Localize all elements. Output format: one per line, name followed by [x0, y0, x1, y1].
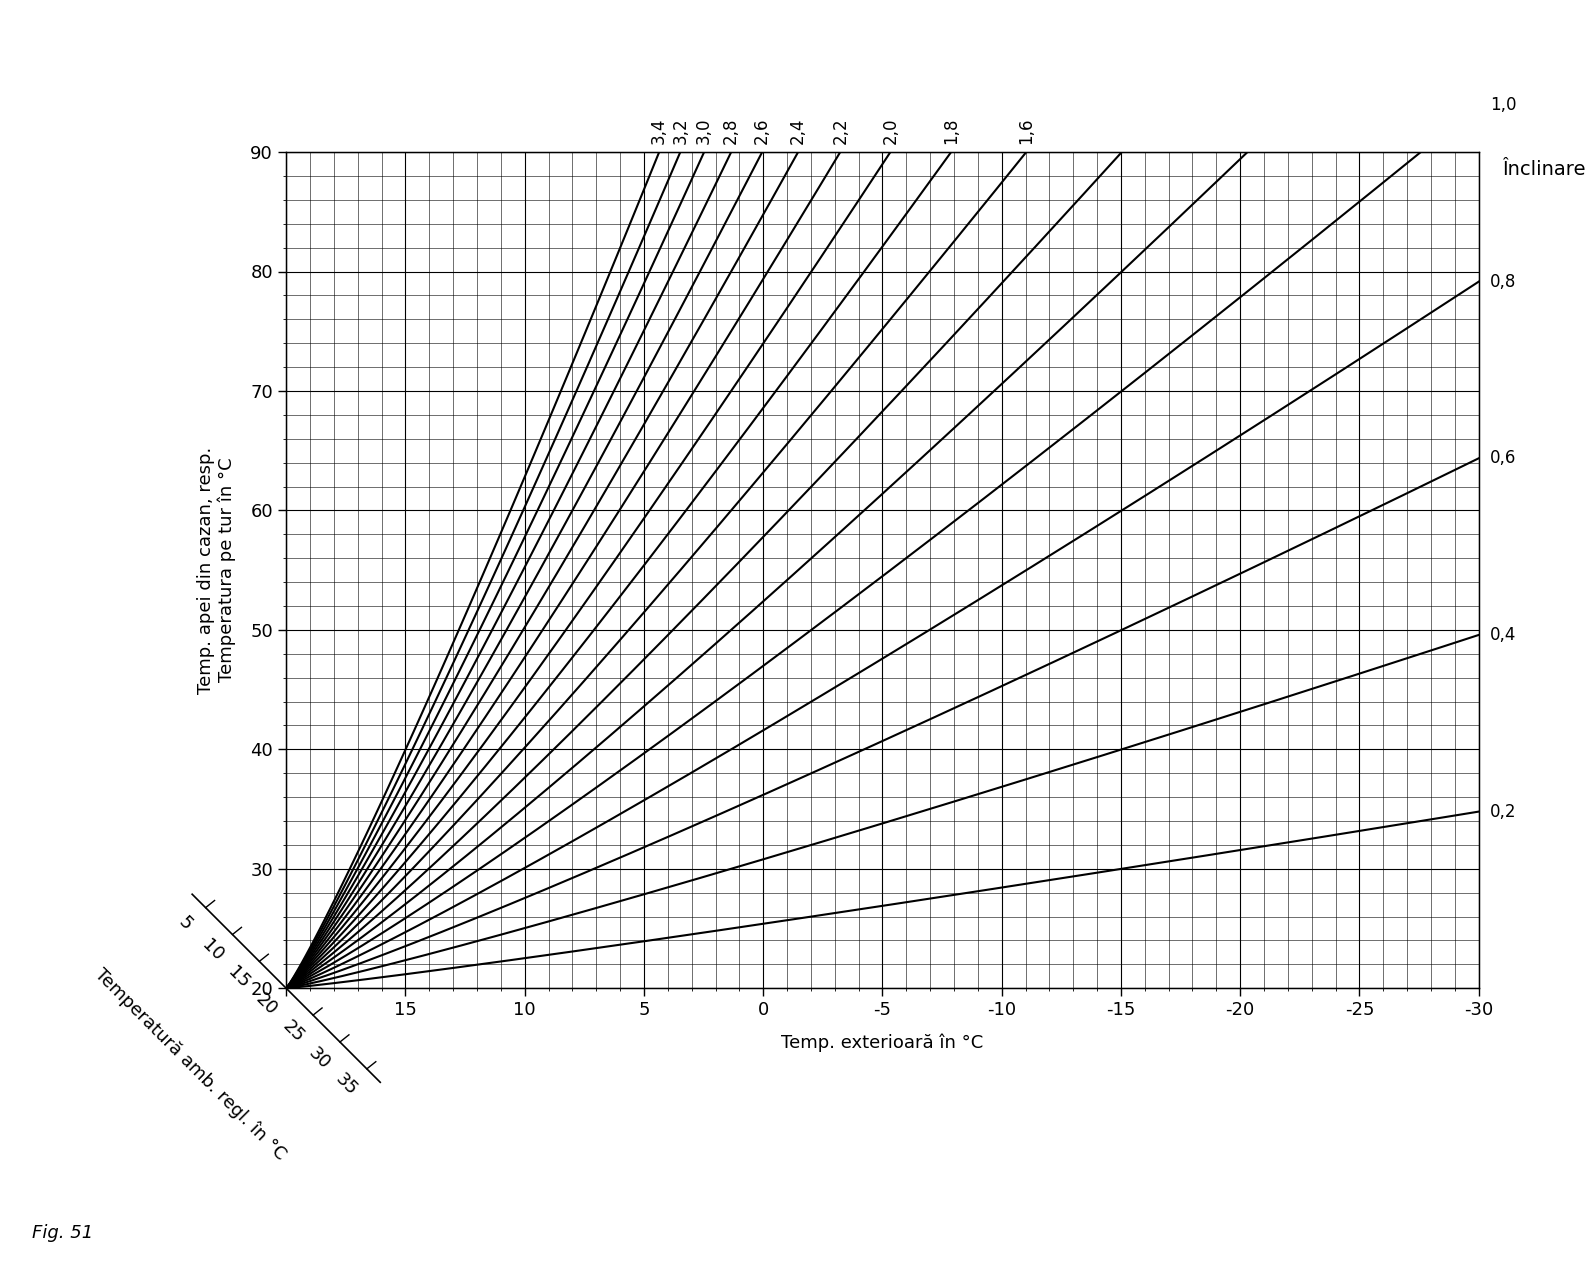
Text: 1,0: 1,0	[1490, 96, 1517, 114]
Text: 0,4: 0,4	[1490, 626, 1517, 644]
Text: 15: 15	[224, 963, 253, 992]
Text: Fig. 51: Fig. 51	[32, 1224, 94, 1242]
Text: 3,4: 3,4	[650, 118, 668, 143]
Text: 0,6: 0,6	[1490, 450, 1517, 468]
Y-axis label: Temp. apei din cazan, resp.
Temperatura pe tur în °C: Temp. apei din cazan, resp. Temperatura …	[197, 446, 237, 694]
Text: 25: 25	[278, 1016, 307, 1045]
X-axis label: Temp. exterioară în °C: Temp. exterioară în °C	[781, 1034, 984, 1052]
Text: 2,8: 2,8	[722, 118, 741, 143]
Text: Temperatură amb. regl. în °C: Temperatură amb. regl. în °C	[92, 965, 289, 1163]
Text: 0,2: 0,2	[1490, 802, 1517, 821]
Text: 3,2: 3,2	[671, 117, 690, 143]
Text: Înclinare: Înclinare	[1503, 161, 1587, 180]
Text: 30: 30	[305, 1044, 334, 1073]
Text: 0,8: 0,8	[1490, 272, 1517, 290]
Text: 20: 20	[251, 990, 280, 1019]
Text: 2,2: 2,2	[832, 117, 849, 143]
Text: 2,4: 2,4	[789, 118, 808, 143]
Text: 35: 35	[332, 1071, 361, 1100]
Text: 2,6: 2,6	[754, 118, 771, 143]
Text: 10: 10	[197, 936, 227, 965]
Text: 3,0: 3,0	[695, 118, 714, 143]
Text: 1,6: 1,6	[1018, 118, 1035, 143]
Text: 1,8: 1,8	[943, 118, 960, 143]
Text: 5: 5	[175, 914, 196, 934]
Text: 2,0: 2,0	[881, 118, 900, 143]
